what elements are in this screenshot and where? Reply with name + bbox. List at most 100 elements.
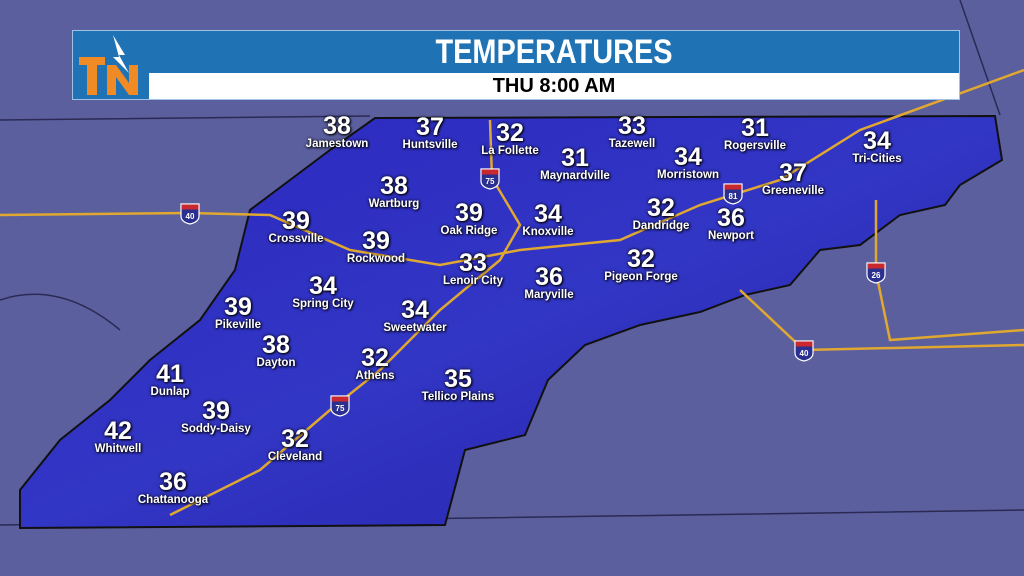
city-name: Dunlap xyxy=(150,386,190,398)
temperature: 37 xyxy=(779,159,807,187)
tn-logo xyxy=(79,35,138,95)
interstate-40-shield: 40 xyxy=(180,203,200,225)
temperature: 31 xyxy=(741,114,769,142)
temperature: 34 xyxy=(674,143,702,171)
city-name: Morristown xyxy=(657,169,719,181)
city-label: 33 Tazewell xyxy=(609,114,655,151)
temperature: 36 xyxy=(717,204,745,232)
city-label: 36 Chattanooga xyxy=(138,470,208,507)
city-name: Dandridge xyxy=(632,220,690,232)
temperature: 35 xyxy=(444,365,472,393)
temperature: 39 xyxy=(224,293,252,321)
city-name: Rockwood xyxy=(346,253,406,265)
city-name: Tazewell xyxy=(608,138,656,150)
temperature: 36 xyxy=(535,263,563,291)
temperature: 34 xyxy=(309,272,337,300)
city-label: 33 Lenoir City xyxy=(443,251,503,288)
timestamp: THU 8:00 AM xyxy=(149,73,959,99)
temperature: 34 xyxy=(534,200,562,228)
city-name: Tri-Cities xyxy=(852,153,902,165)
temperature: 39 xyxy=(202,397,230,425)
temperature: 39 xyxy=(362,227,390,255)
city-name: Greeneville xyxy=(761,185,825,197)
svg-text:75: 75 xyxy=(336,404,345,413)
temperature: 37 xyxy=(416,113,444,141)
city-label: 42 Whitwell xyxy=(95,419,142,456)
temperature: 33 xyxy=(459,249,487,277)
city-name: Cleveland xyxy=(267,451,323,463)
title: TEMPERATURES xyxy=(435,33,673,71)
svg-text:26: 26 xyxy=(872,271,881,280)
svg-text:81: 81 xyxy=(729,192,738,201)
city-name: Oak Ridge xyxy=(440,225,498,237)
east-tennessee-region xyxy=(19,114,1004,530)
city-label: 39 Crossville xyxy=(269,209,324,246)
city-label: 34 Tri-Cities xyxy=(852,129,901,166)
city-label: 32 Pigeon Forge xyxy=(604,247,677,284)
city-label: 31 Maynardville xyxy=(540,146,610,183)
city-name: Spring City xyxy=(292,298,354,310)
svg-text:40: 40 xyxy=(800,349,809,358)
temperature: 41 xyxy=(156,360,184,388)
temperature: 38 xyxy=(262,331,290,359)
city-label: 34 Sweetwater xyxy=(383,298,446,335)
title-banner: TEMPERATURES THU 8:00 AM xyxy=(72,30,960,100)
city-label: 37 Huntsville xyxy=(403,115,458,152)
city-name: Lenoir City xyxy=(442,275,504,287)
city-label: 35 Tellico Plains xyxy=(422,367,495,404)
temperature: 31 xyxy=(561,144,589,172)
city-name: La Follette xyxy=(481,145,539,157)
temperature: 34 xyxy=(401,296,429,324)
temperature: 33 xyxy=(618,112,646,140)
city-name: Soddy-Daisy xyxy=(181,423,251,435)
city-label: 41 Dunlap xyxy=(151,362,190,399)
city-name: Sweetwater xyxy=(383,322,447,334)
city-label: 31 Rogersville xyxy=(724,116,786,153)
temperature: 42 xyxy=(104,417,132,445)
temperature: 38 xyxy=(380,172,408,200)
city-name: Maryville xyxy=(524,289,574,301)
temperature: 39 xyxy=(455,199,483,227)
city-label: 39 Oak Ridge xyxy=(441,201,498,238)
city-name: Crossville xyxy=(268,233,324,245)
temperature: 34 xyxy=(863,127,891,155)
city-label: 32 La Follette xyxy=(481,121,539,158)
interstate-81-shield: 81 xyxy=(723,183,743,205)
svg-text:40: 40 xyxy=(186,212,195,221)
city-name: Pigeon Forge xyxy=(604,271,678,283)
temperature: 38 xyxy=(323,112,351,140)
city-label: 34 Spring City xyxy=(292,274,353,311)
city-label: 37 Greeneville xyxy=(762,161,824,198)
city-name: Tellico Plains xyxy=(421,391,495,403)
city-label: 38 Dayton xyxy=(257,333,296,370)
city-name: Pikeville xyxy=(214,319,262,331)
temperature: 32 xyxy=(627,245,655,273)
temperature: 36 xyxy=(159,468,187,496)
interstate-26-shield: 26 xyxy=(866,262,886,284)
city-label: 38 Jamestown xyxy=(306,114,369,151)
city-name: Athens xyxy=(355,370,395,382)
temperature: 32 xyxy=(647,194,675,222)
city-label: 36 Newport xyxy=(708,206,754,243)
city-name: Whitwell xyxy=(94,443,142,455)
temperature: 32 xyxy=(496,119,524,147)
svg-text:75: 75 xyxy=(486,177,495,186)
city-label: 32 Cleveland xyxy=(268,427,322,464)
city-label: 36 Maryville xyxy=(524,265,573,302)
city-name: Maynardville xyxy=(540,170,610,182)
city-label: 39 Soddy-Daisy xyxy=(181,399,251,436)
city-label: 34 Morristown xyxy=(657,145,719,182)
city-name: Chattanooga xyxy=(137,494,209,506)
city-name: Wartburg xyxy=(368,198,420,210)
city-label: 32 Athens xyxy=(356,346,395,383)
city-label: 39 Rockwood xyxy=(347,229,405,266)
temperature: 32 xyxy=(281,425,309,453)
interstate-75-shield: 75 xyxy=(330,395,350,417)
city-label: 38 Wartburg xyxy=(369,174,420,211)
city-label: 32 Dandridge xyxy=(633,196,690,233)
city-name: Knoxville xyxy=(522,226,574,238)
city-label: 34 Knoxville xyxy=(522,202,573,239)
interstate-40-shield: 40 xyxy=(794,340,814,362)
city-label: 39 Pikeville xyxy=(215,295,261,332)
city-name: Dayton xyxy=(256,357,296,369)
